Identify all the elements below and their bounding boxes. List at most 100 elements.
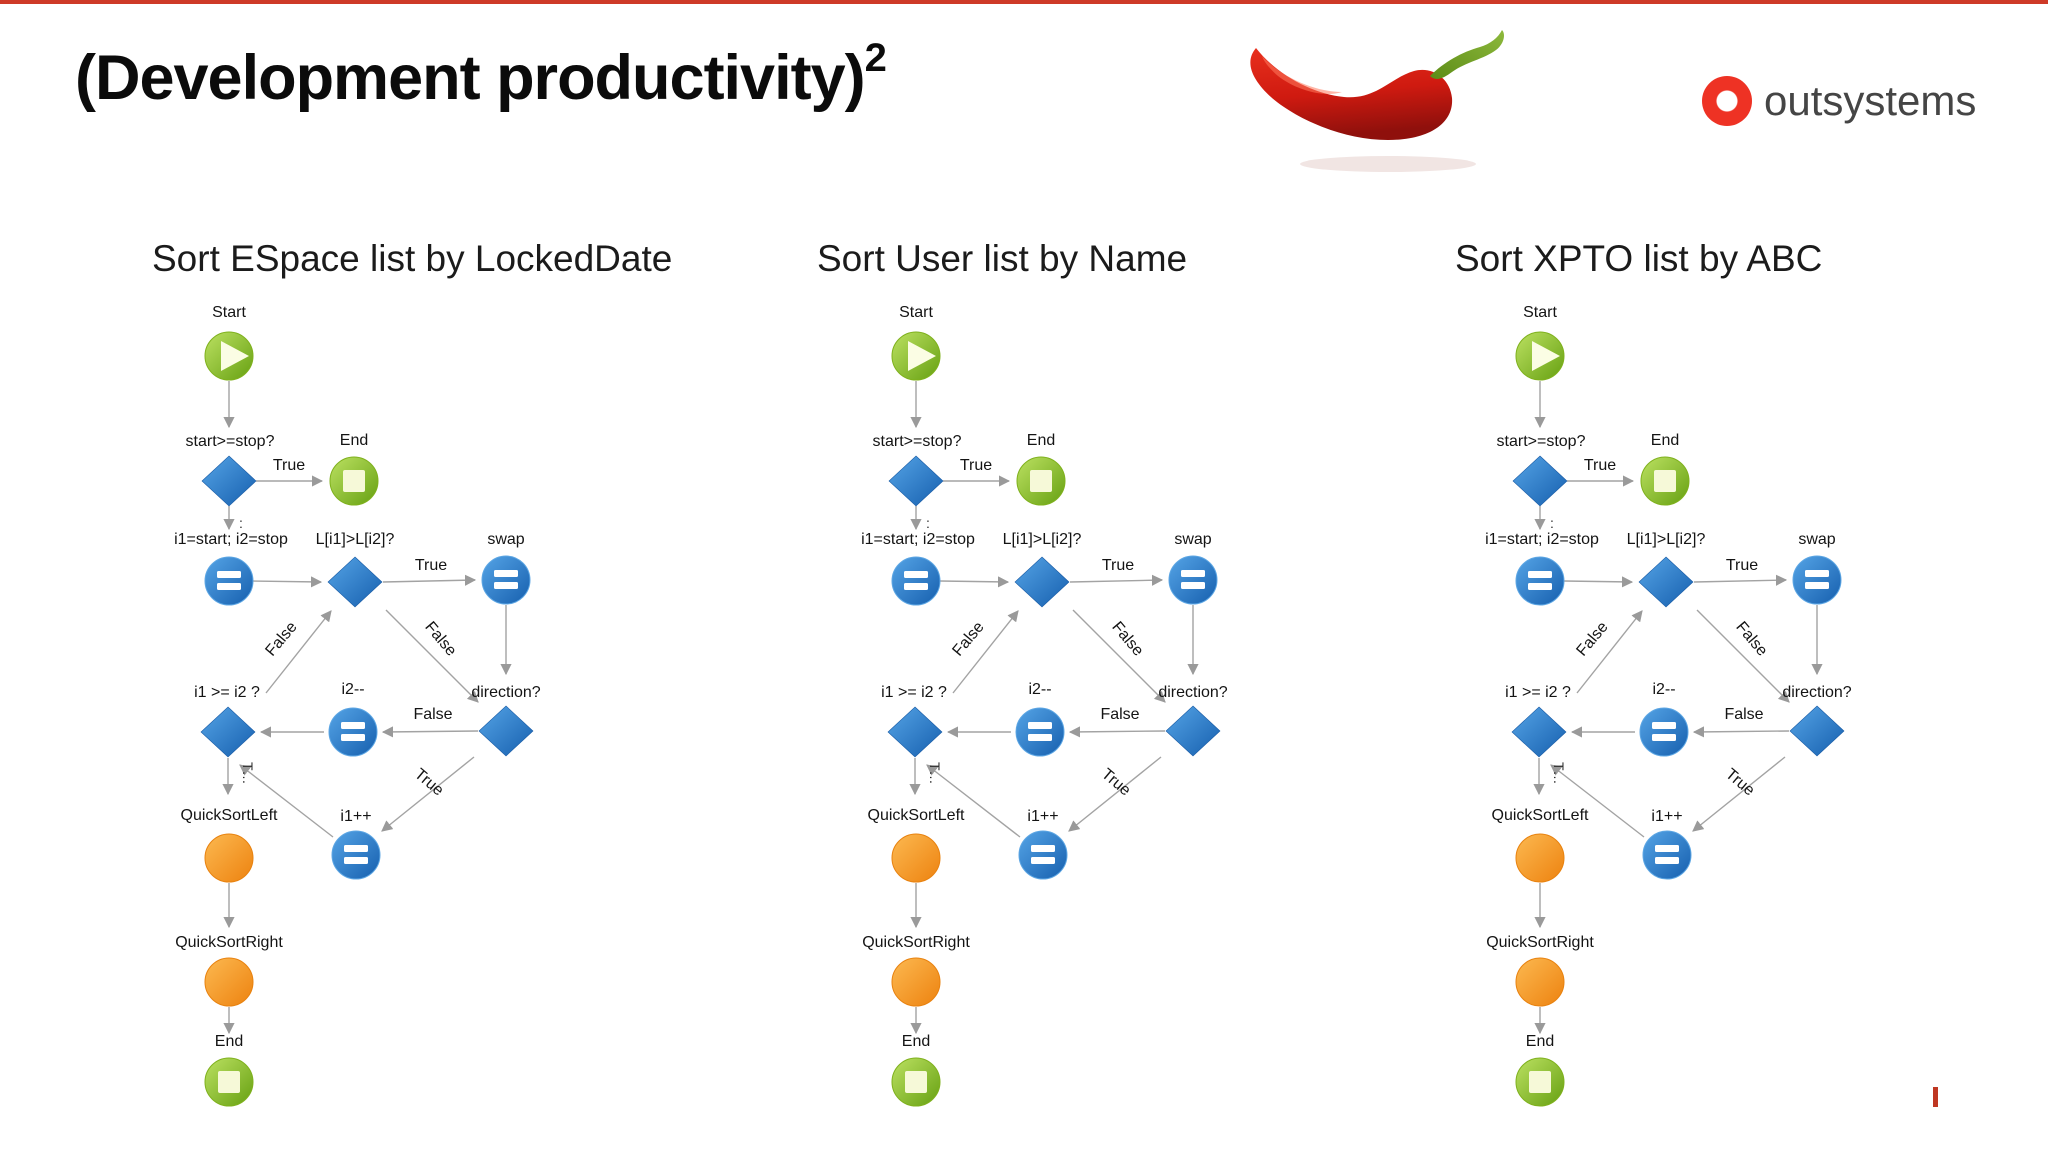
- chili-pepper-graphic: [1250, 30, 1504, 172]
- i2-decrement-label: i2--: [1028, 681, 1051, 698]
- direction-label: direction?: [1158, 684, 1227, 701]
- swap-label: swap: [487, 531, 524, 548]
- equals-icon: [217, 571, 241, 578]
- true-label-top: True: [960, 457, 992, 474]
- true-label-top: True: [1584, 457, 1616, 474]
- cond2-label: L[i1]>L[i2]?: [1627, 531, 1706, 548]
- diamond-icon: [1511, 706, 1567, 758]
- arrow-direction-true-to-i1inc: [1692, 756, 1786, 832]
- i1-increment-node: [1018, 830, 1068, 880]
- equals-icon: [1028, 722, 1052, 729]
- stop-square-icon: [1529, 1071, 1551, 1093]
- quicksort-flowchart: Start start>=stop? End True : i1=start; …: [174, 304, 541, 1107]
- i1-increment-label: i1++: [1651, 808, 1682, 825]
- true-label-top: True: [273, 457, 305, 474]
- footer-red-tick: [1933, 1087, 1938, 1107]
- arrow-cond2-false-to-direction: [385, 609, 479, 703]
- arrow-direction-false-to-i2dec: [1692, 726, 1790, 738]
- end-bottom-node: [891, 1057, 941, 1107]
- cond1-diamond: [888, 455, 944, 507]
- quicksortleft-node: [891, 833, 941, 883]
- cond3-label: i1 >= i2 ?: [881, 684, 947, 701]
- flowchart-title: Sort XPTO list by ABC: [1455, 238, 1823, 279]
- outsystems-logo-icon: [1702, 76, 1752, 126]
- quicksortleft-label: QuickSortLeft: [181, 807, 278, 824]
- equals-icon: [1655, 845, 1679, 852]
- cond3-diamond: [887, 706, 943, 758]
- end-bottom-node: [204, 1057, 254, 1107]
- flowchart-panel: Sort XPTO list by ABC: [1420, 238, 1900, 1143]
- direction-diamond: [478, 705, 534, 757]
- stop-square-icon: [1654, 470, 1676, 492]
- direction-diamond: [1165, 705, 1221, 757]
- equals-icon: [1181, 570, 1205, 577]
- arrow-cond2-false-to-direction: [1072, 609, 1166, 703]
- page-title: (Development productivity)2: [75, 36, 887, 114]
- arrow-assign-to-cond2: [939, 576, 1010, 588]
- false-label-right: False: [421, 619, 459, 660]
- flowchart-title: Sort User list by Name: [817, 238, 1188, 279]
- assign-node: [204, 556, 254, 606]
- pepper-body: [1250, 48, 1453, 140]
- quicksortright-node: [204, 957, 254, 1007]
- start-node: [1515, 331, 1565, 381]
- true-label-mid: True: [1726, 557, 1758, 574]
- swap-node: [1792, 555, 1842, 605]
- quicksortright-label: QuickSortRight: [175, 934, 283, 951]
- arrow-cond2-false-to-direction: [1696, 609, 1790, 703]
- start-label: Start: [1523, 304, 1557, 321]
- equals-icon: [904, 571, 928, 578]
- equals-icon: [1805, 570, 1829, 577]
- assign-node: [1515, 556, 1565, 606]
- diamond-icon: [327, 556, 383, 608]
- flow-connectors: [1533, 381, 1823, 1035]
- clipped-label-dots: :: [239, 515, 243, 531]
- start-label: Start: [899, 304, 933, 321]
- end-top-node: [1016, 456, 1066, 506]
- i1-increment-node: [331, 830, 381, 880]
- false-label-row3: False: [413, 706, 452, 723]
- diamond-icon: [1512, 455, 1568, 507]
- swap-label: swap: [1798, 531, 1835, 548]
- cond1-label: start>=stop?: [186, 433, 275, 450]
- quicksortleft-label: QuickSortLeft: [1492, 807, 1589, 824]
- flowchart-panel: Sort ESpace list by LockedDate: [109, 238, 672, 1143]
- arrow-cond3-false-to-cond2: [265, 610, 332, 694]
- stop-square-icon: [343, 470, 365, 492]
- clipped-label-dots: :: [1550, 515, 1554, 531]
- diamond-icon: [200, 706, 256, 758]
- quicksortleft-label: QuickSortLeft: [868, 807, 965, 824]
- start-label: Start: [212, 304, 246, 321]
- cond3-diamond: [200, 706, 256, 758]
- cond3-label: i1 >= i2 ?: [1505, 684, 1571, 701]
- arrow-i1inc-to-cond3: [1550, 764, 1645, 838]
- diamond-icon: [887, 706, 943, 758]
- quicksortright-node: [1515, 957, 1565, 1007]
- true-label-mid: True: [415, 557, 447, 574]
- cond2-diamond: [1014, 556, 1070, 608]
- diamond-icon: [1165, 705, 1221, 757]
- true-label-mid: True: [1102, 557, 1134, 574]
- pepper-highlight: [1262, 56, 1342, 95]
- equals-icon: [341, 722, 365, 729]
- flow-connectors: [222, 381, 512, 1035]
- direction-label: direction?: [471, 684, 540, 701]
- arrow-direction-true-to-i1inc: [1068, 756, 1162, 832]
- arrow-cond3-false-to-cond2: [1576, 610, 1643, 694]
- flow-connectors: [909, 381, 1199, 1035]
- equals-icon: [1528, 571, 1552, 578]
- arrow-direction-false-to-i2dec: [381, 726, 479, 738]
- cond1-label: start>=stop?: [1497, 433, 1586, 450]
- equals-icon: [1031, 845, 1055, 852]
- arrow-direction-false-to-i2dec: [1068, 726, 1166, 738]
- i2-decrement-node: [1015, 707, 1065, 757]
- arrow-cond2-true-to-swap: [382, 574, 477, 586]
- clipped-label-dots: :: [926, 515, 930, 531]
- chili-pepper-image: [1238, 24, 1530, 176]
- false-label-right: False: [1108, 619, 1146, 660]
- orange-circle-icon: [891, 957, 941, 1007]
- outsystems-logo: outsystems: [1702, 76, 1976, 126]
- swap-node: [1168, 555, 1218, 605]
- page-title-exponent: 2: [864, 36, 887, 80]
